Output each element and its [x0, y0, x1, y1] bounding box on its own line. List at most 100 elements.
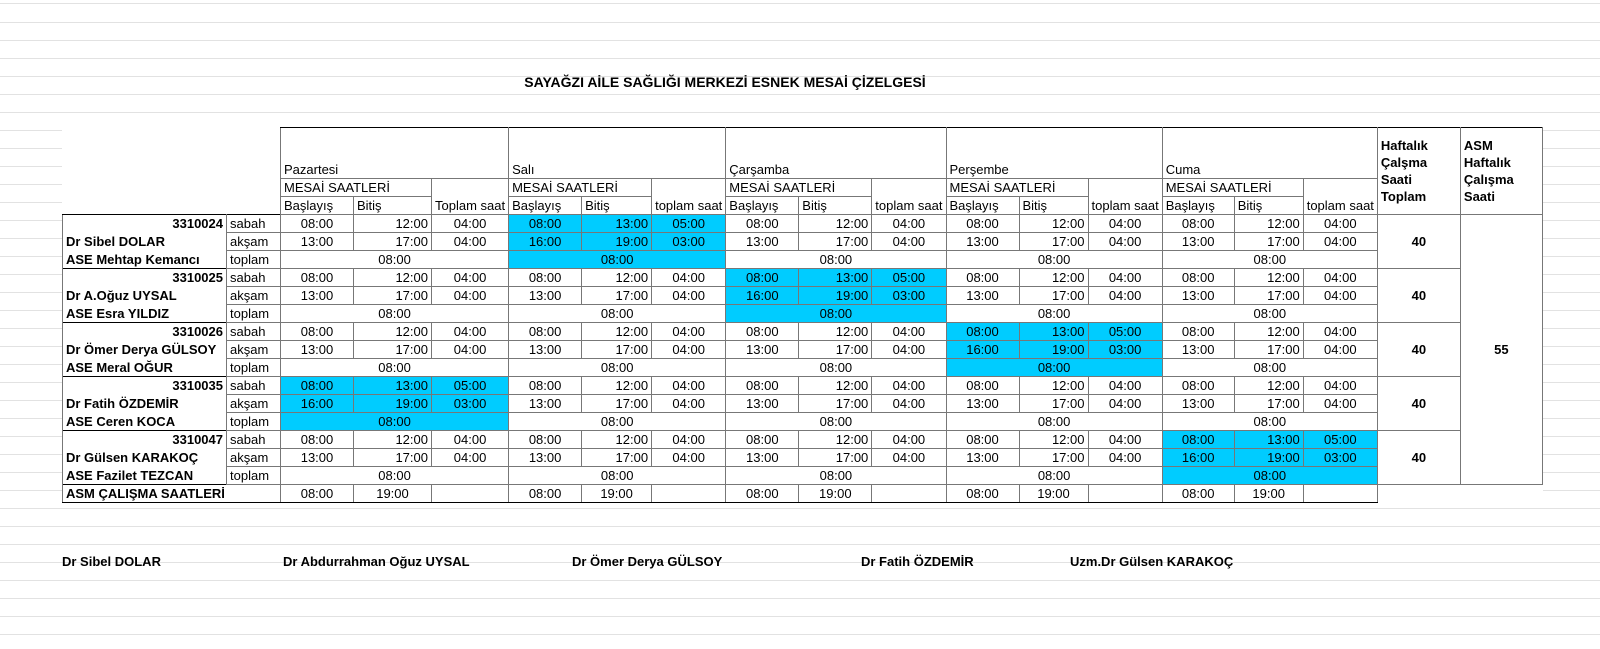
- evening-time[interactable]: 13:00: [508, 448, 583, 467]
- ase-name[interactable]: ASE Mehtap Kemancı: [62, 250, 227, 269]
- asm-hours-label[interactable]: ASM ÇALIŞMA SAATLERİ: [62, 484, 281, 503]
- morning-time[interactable]: 08:00: [725, 268, 800, 287]
- morning-time[interactable]: 08:00: [725, 430, 800, 449]
- morning-time[interactable]: 04:00: [1302, 268, 1378, 287]
- evening-time[interactable]: 17:00: [1233, 340, 1304, 359]
- asm-weekly-total[interactable]: 55: [1459, 214, 1543, 485]
- morning-time[interactable]: 08:00: [508, 430, 583, 449]
- asm-empty[interactable]: [871, 484, 947, 503]
- evening-time[interactable]: 03:00: [651, 232, 727, 251]
- doctor-name[interactable]: Dr Sibel DOLAR: [62, 232, 227, 251]
- end-header[interactable]: Bitiş: [1018, 196, 1089, 215]
- evening-time[interactable]: 03:00: [871, 286, 947, 305]
- morning-time[interactable]: 12:00: [798, 430, 873, 449]
- evening-time[interactable]: 13:00: [945, 394, 1020, 413]
- evening-time[interactable]: 17:00: [581, 448, 653, 467]
- morning-time[interactable]: 08:00: [1161, 430, 1235, 449]
- evening-time[interactable]: 03:00: [1087, 340, 1163, 359]
- evening-time[interactable]: 17:00: [353, 340, 432, 359]
- asm-empty[interactable]: [1302, 484, 1378, 503]
- morning-time[interactable]: 13:00: [1018, 322, 1089, 341]
- morning-time[interactable]: 12:00: [1233, 268, 1304, 287]
- morning-time[interactable]: 12:00: [1233, 376, 1304, 395]
- morning-time[interactable]: 05:00: [871, 268, 947, 287]
- daily-total[interactable]: 08:00: [945, 466, 1163, 485]
- morning-time[interactable]: 12:00: [1018, 376, 1089, 395]
- end-header[interactable]: Bitiş: [1233, 196, 1304, 215]
- morning-time[interactable]: 13:00: [581, 214, 653, 233]
- asm-end[interactable]: 19:00: [581, 484, 653, 503]
- row-label-total[interactable]: toplam: [226, 466, 281, 485]
- row-label-evening[interactable]: akşam: [226, 286, 281, 305]
- morning-time[interactable]: 04:00: [651, 376, 727, 395]
- evening-time[interactable]: 03:00: [1302, 448, 1378, 467]
- daily-total[interactable]: 08:00: [725, 250, 947, 269]
- daily-total[interactable]: 08:00: [508, 250, 727, 269]
- evening-time[interactable]: 17:00: [798, 232, 873, 251]
- morning-time[interactable]: 12:00: [798, 214, 873, 233]
- ase-name[interactable]: ASE Fazilet TEZCAN: [62, 466, 227, 485]
- evening-time[interactable]: 04:00: [1087, 232, 1163, 251]
- evening-time[interactable]: 17:00: [353, 286, 432, 305]
- daily-total[interactable]: 08:00: [279, 412, 510, 431]
- evening-time[interactable]: 17:00: [353, 448, 432, 467]
- daily-total[interactable]: 08:00: [945, 250, 1163, 269]
- weekly-total[interactable]: 40: [1376, 430, 1461, 485]
- asm-end[interactable]: 19:00: [353, 484, 432, 503]
- morning-time[interactable]: 04:00: [1302, 214, 1378, 233]
- start-header[interactable]: Başlayış: [508, 196, 583, 215]
- ase-name[interactable]: ASE Meral OĞUR: [62, 358, 227, 377]
- morning-time[interactable]: 08:00: [508, 376, 583, 395]
- evening-time[interactable]: 19:00: [1018, 340, 1089, 359]
- weekly-hours-header[interactable]: Haftalık Çalşma Saati Toplam: [1376, 127, 1461, 215]
- morning-time[interactable]: 12:00: [581, 430, 653, 449]
- daily-total[interactable]: 08:00: [725, 412, 947, 431]
- evening-time[interactable]: 04:00: [1302, 340, 1378, 359]
- asm-empty[interactable]: [651, 484, 727, 503]
- blank[interactable]: [1460, 484, 1543, 503]
- end-header[interactable]: Bitiş: [798, 196, 873, 215]
- doctor-id[interactable]: 3310025: [62, 268, 227, 287]
- evening-time[interactable]: 17:00: [798, 340, 873, 359]
- evening-time[interactable]: 13:00: [1161, 286, 1235, 305]
- daily-total[interactable]: 08:00: [945, 304, 1163, 323]
- daily-total[interactable]: 08:00: [508, 466, 727, 485]
- morning-time[interactable]: 12:00: [1018, 430, 1089, 449]
- morning-time[interactable]: 08:00: [725, 376, 800, 395]
- asm-start[interactable]: 08:00: [725, 484, 800, 503]
- morning-time[interactable]: 08:00: [1161, 268, 1235, 287]
- evening-time[interactable]: 04:00: [430, 448, 510, 467]
- row-label-morning[interactable]: sabah: [226, 214, 281, 233]
- morning-time[interactable]: 04:00: [651, 322, 727, 341]
- doctor-id[interactable]: 3310035: [62, 376, 227, 395]
- asm-empty[interactable]: [1087, 484, 1163, 503]
- asm-start[interactable]: 08:00: [280, 484, 354, 503]
- morning-time[interactable]: 04:00: [1302, 322, 1378, 341]
- mesai-header[interactable]: MESAİ SAATLERİ: [508, 178, 653, 197]
- evening-time[interactable]: 17:00: [1018, 286, 1089, 305]
- evening-time[interactable]: 16:00: [508, 232, 583, 251]
- morning-time[interactable]: 04:00: [430, 268, 510, 287]
- start-header[interactable]: Başlayış: [280, 196, 354, 215]
- blank[interactable]: [1377, 484, 1461, 503]
- evening-time[interactable]: 03:00: [430, 394, 510, 413]
- morning-time[interactable]: 08:00: [280, 214, 354, 233]
- evening-time[interactable]: 04:00: [430, 340, 510, 359]
- morning-time[interactable]: 08:00: [280, 430, 354, 449]
- daily-total[interactable]: 08:00: [945, 412, 1163, 431]
- evening-time[interactable]: 17:00: [1018, 232, 1089, 251]
- daily-total[interactable]: 08:00: [279, 358, 510, 377]
- evening-time[interactable]: 16:00: [945, 340, 1020, 359]
- row-label-total[interactable]: toplam: [226, 358, 281, 377]
- evening-time[interactable]: 16:00: [1161, 448, 1235, 467]
- evening-time[interactable]: 13:00: [945, 232, 1020, 251]
- end-header[interactable]: Bitiş: [581, 196, 653, 215]
- row-label-total[interactable]: toplam: [226, 250, 281, 269]
- evening-time[interactable]: 04:00: [430, 232, 510, 251]
- evening-time[interactable]: 13:00: [725, 448, 800, 467]
- morning-time[interactable]: 04:00: [1087, 268, 1163, 287]
- morning-time[interactable]: 12:00: [1018, 268, 1089, 287]
- morning-time[interactable]: 04:00: [871, 430, 947, 449]
- morning-time[interactable]: 05:00: [430, 376, 510, 395]
- evening-time[interactable]: 17:00: [798, 394, 873, 413]
